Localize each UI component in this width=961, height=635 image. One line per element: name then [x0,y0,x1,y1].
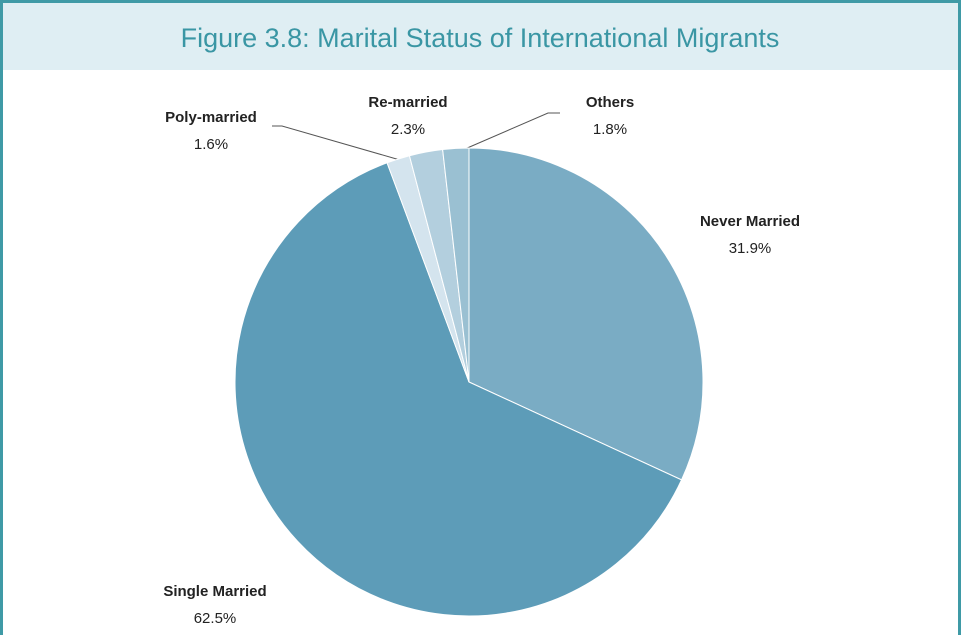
slice-value: 31.9% [729,240,772,257]
slice-label: Re-married [368,94,447,111]
slice-label: Never Married [700,213,800,230]
chart-title: Figure 3.8: Marital Status of Internatio… [181,23,780,53]
leader-line [272,125,401,161]
slice [468,147,704,481]
slice-label: Single Married [163,583,266,600]
slice-label: Others [586,94,634,111]
slices [234,147,704,617]
slice-value: 62.5% [194,610,237,627]
slice [442,147,470,383]
leader-line [457,112,560,153]
slice [234,162,683,617]
slice-label: Poly-married [165,109,257,126]
title-band [0,0,961,70]
slice-value: 1.8% [593,121,627,138]
slice-value: 2.3% [391,121,425,138]
leader-lines [272,112,560,161]
slice-value: 1.6% [194,136,228,153]
